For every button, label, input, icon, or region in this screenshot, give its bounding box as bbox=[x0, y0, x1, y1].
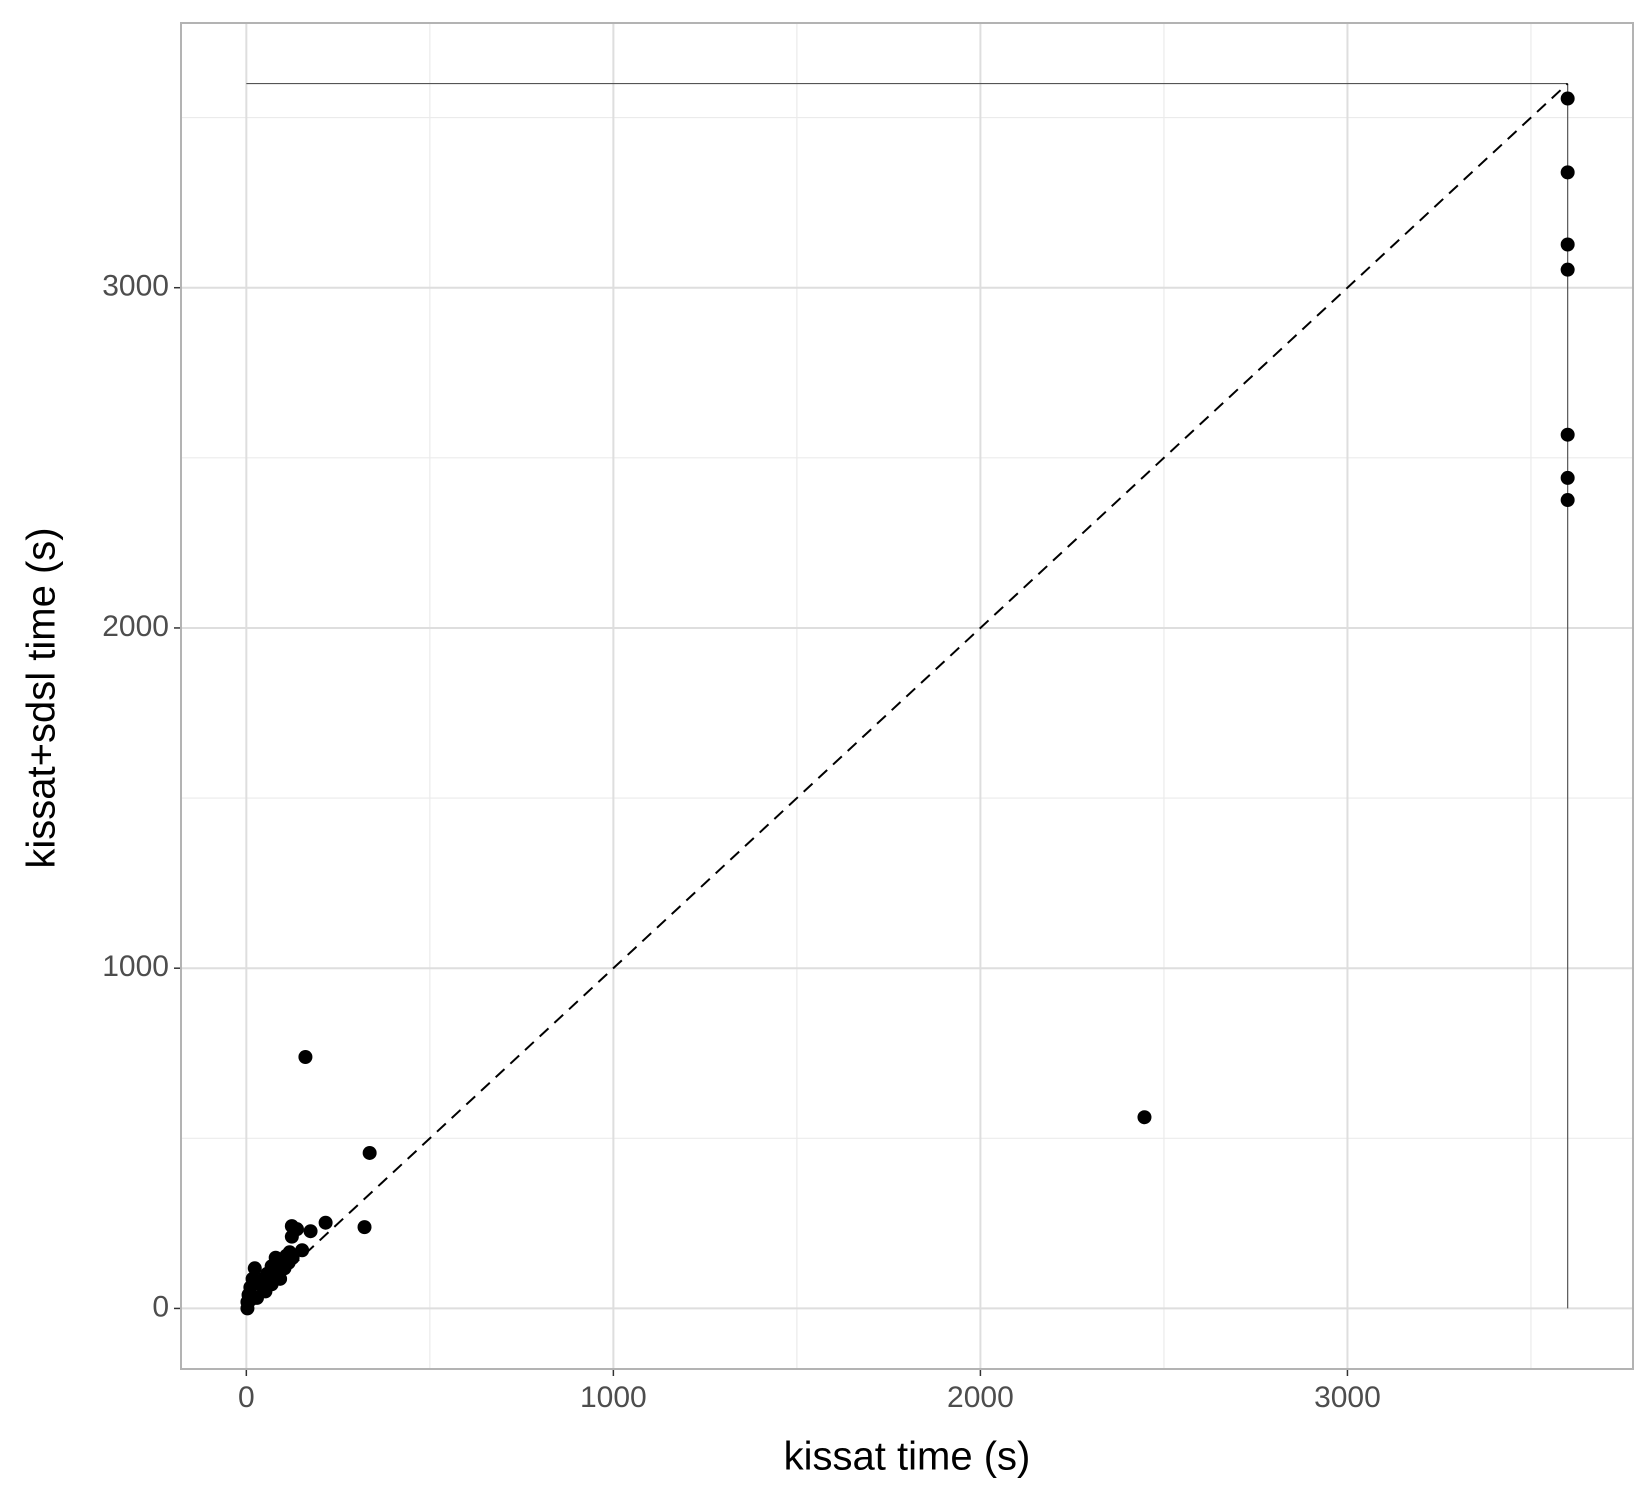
x-axis-title: kissat time (s) bbox=[784, 1435, 1031, 1479]
point bbox=[284, 1229, 299, 1244]
point bbox=[295, 1243, 310, 1258]
panel-border bbox=[180, 22, 1634, 1370]
identity-line bbox=[245, 82, 1569, 1310]
point bbox=[303, 1224, 318, 1239]
point bbox=[362, 1145, 377, 1160]
point bbox=[1560, 237, 1575, 252]
x-tick-label: 2000 bbox=[947, 1381, 1014, 1414]
point bbox=[298, 1049, 313, 1064]
y-axis-title: kissat+sdsl time (s) bbox=[20, 527, 64, 868]
point bbox=[1560, 427, 1575, 442]
point bbox=[281, 1255, 296, 1270]
y-tick-label: 3000 bbox=[102, 270, 169, 303]
point bbox=[243, 1292, 258, 1307]
point bbox=[1560, 165, 1575, 180]
y-tick-label: 0 bbox=[152, 1290, 169, 1323]
point bbox=[1560, 262, 1575, 277]
point bbox=[1560, 91, 1575, 106]
y-tick-label: 2000 bbox=[102, 610, 169, 643]
point bbox=[357, 1220, 372, 1235]
y-tick-label: 1000 bbox=[102, 950, 169, 983]
point bbox=[247, 1261, 262, 1276]
point bbox=[273, 1271, 288, 1286]
x-tick-label: 0 bbox=[238, 1381, 255, 1414]
point bbox=[1560, 493, 1575, 508]
x-tick-label: 3000 bbox=[1314, 1381, 1381, 1414]
point bbox=[1560, 470, 1575, 485]
point bbox=[318, 1215, 333, 1230]
point bbox=[1137, 1110, 1152, 1125]
x-tick-label: 1000 bbox=[580, 1381, 647, 1414]
